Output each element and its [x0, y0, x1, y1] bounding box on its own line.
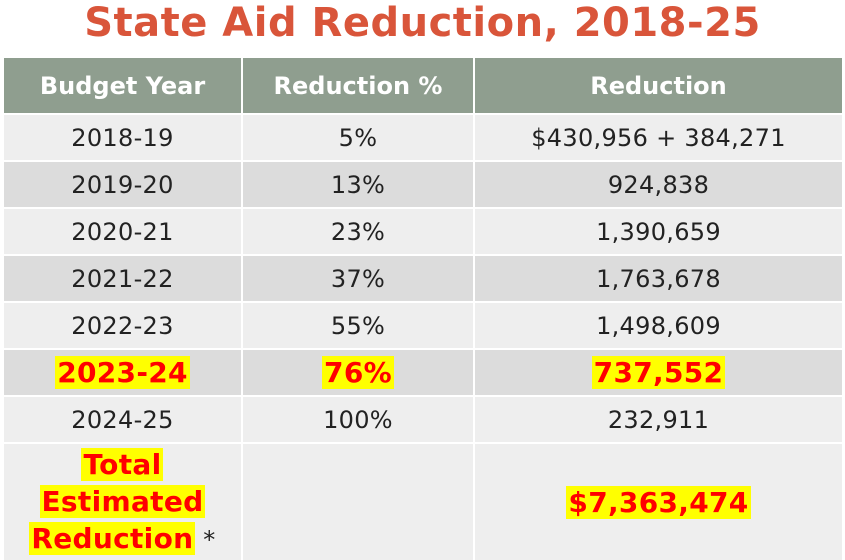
- footnote-asterisk: *: [203, 525, 216, 554]
- cell-pct: 100%: [241, 395, 474, 443]
- cell-amount: 1,763,678: [473, 254, 842, 302]
- page-title: State Aid Reduction, 2018-25: [84, 0, 761, 46]
- cell-pct: 5%: [241, 113, 474, 161]
- total-label-line1: Total: [81, 447, 164, 481]
- state-aid-table: Budget Year Reduction % Reduction 2018-1…: [4, 58, 842, 560]
- cell-year: 2018-19: [4, 113, 242, 161]
- cell-year: 2022-23: [4, 301, 242, 349]
- table-row: 2019-20 13% 924,838: [4, 160, 842, 208]
- table-row: 2020-21 23% 1,390,659: [4, 207, 842, 255]
- cell-amount: 1,498,609: [473, 301, 842, 349]
- table-row: 2018-19 5% $430,956 + 384,271: [4, 113, 842, 161]
- total-label-line2: Estimated: [39, 484, 206, 518]
- cell-year: 2024-25: [4, 395, 242, 443]
- cell-year: 2019-20: [4, 160, 242, 208]
- cell-pct: 55%: [241, 301, 474, 349]
- table-row-highlighted: 2023-24 76% 737,552: [4, 348, 842, 396]
- cell-pct: 13%: [241, 160, 474, 208]
- total-amount-cell: $7,363,474: [473, 442, 842, 560]
- cell-year: 2021-22: [4, 254, 242, 302]
- total-label-cell: Total Estimated Reduction *: [4, 442, 242, 560]
- cell-amount: 924,838: [473, 160, 842, 208]
- header-reduction: Reduction: [473, 58, 842, 114]
- highlighted-pct: 76%: [322, 356, 394, 389]
- cell-amount: 737,552: [473, 348, 842, 396]
- table-header-row: Budget Year Reduction % Reduction: [4, 58, 842, 114]
- cell-pct: 23%: [241, 207, 474, 255]
- table-row: 2021-22 37% 1,763,678: [4, 254, 842, 302]
- cell-amount: $430,956 + 384,271: [473, 113, 842, 161]
- cell-year: 2020-21: [4, 207, 242, 255]
- total-row: Total Estimated Reduction * $7,363,474: [4, 442, 842, 560]
- table-row: 2024-25 100% 232,911: [4, 395, 842, 443]
- header-budget-year: Budget Year: [4, 58, 242, 114]
- cell-amount: 232,911: [473, 395, 842, 443]
- highlighted-year: 2023-24: [55, 356, 190, 389]
- total-amount: $7,363,474: [566, 485, 751, 519]
- table-row: 2022-23 55% 1,498,609: [4, 301, 842, 349]
- highlighted-amount: 737,552: [591, 356, 726, 389]
- total-label-line3: Reduction: [29, 521, 196, 555]
- cell-pct: 76%: [241, 348, 474, 396]
- cell-year: 2023-24: [4, 348, 242, 396]
- total-pct-cell: [241, 442, 474, 560]
- total-label: Total Estimated Reduction *: [29, 447, 215, 558]
- cell-amount: 1,390,659: [473, 207, 842, 255]
- cell-pct: 37%: [241, 254, 474, 302]
- header-reduction-pct: Reduction %: [241, 58, 474, 114]
